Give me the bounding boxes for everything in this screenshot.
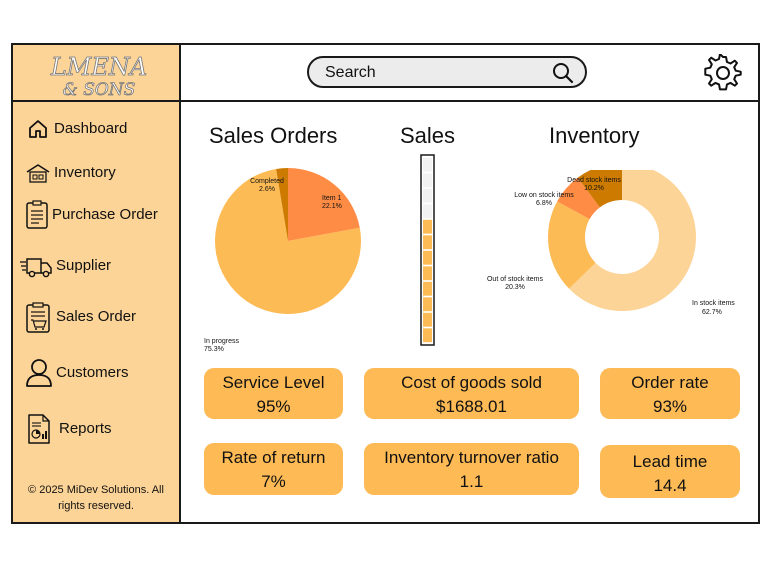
sales-bar-segments (420, 154, 435, 346)
sidebar-item-label: Inventory (54, 164, 116, 181)
donut-label-in-stock-value: 62.7% (702, 309, 722, 316)
pie-label-completed-value: 2.6% (259, 186, 275, 193)
kpi-value: 1.1 (459, 472, 484, 491)
sales-bar-segment-filled (423, 281, 432, 296)
brand-logo-mark: LMENA & SONS (49, 53, 147, 101)
brand-line1: LMENA (50, 53, 147, 81)
kpi-label: Inventory turnover ratio (384, 448, 559, 467)
kpi-label: Cost of goods sold (401, 373, 542, 392)
clipboard-list-icon (26, 200, 48, 229)
sales-orders-pie-chart: Completed 2.6% Item 1 22.1% In progress … (204, 168, 361, 353)
sidebar-item-label: Sales Order (56, 308, 137, 325)
sidebar-item-dashboard[interactable]: Dashboard (13, 116, 179, 146)
donut-label-dead-stock-value: 10.2% (584, 185, 604, 192)
kpi-card-cost-of-goods-sold: Cost of goods sold $1688.01 (364, 368, 579, 419)
sales-bar-segment-filled (423, 235, 432, 250)
kpi-value: $1688.01 (436, 397, 507, 416)
sales-bar-segment-empty (423, 204, 432, 219)
kpi-value: 7% (261, 472, 286, 491)
pie-slices (215, 168, 361, 314)
clipboard-cart-icon (26, 302, 50, 333)
donut-label-low-stock-value: 6.8% (536, 200, 552, 207)
kpi-card-order-rate: Order rate 93% (600, 368, 740, 419)
inventory-title: Inventory (549, 123, 640, 148)
donut-label-dead-stock-name: Dead stock items (567, 177, 621, 184)
sales-title: Sales (400, 123, 456, 148)
sales-bar-segment-filled (423, 328, 432, 343)
settings-gear-icon[interactable] (704, 54, 742, 92)
sidebar-item-label: Customers (56, 364, 129, 381)
donut-slice-in-stock-items (569, 170, 696, 311)
search-bar[interactable] (307, 56, 587, 88)
delivery-truck-icon (20, 258, 52, 278)
donut-label-in-stock-name: In stock items (692, 300, 735, 307)
pie-label-completed-name: Completed (250, 178, 284, 185)
donut-label-low-stock-name: Low on stock items (514, 192, 574, 199)
sales-bar-segment-empty (423, 173, 432, 188)
sidebar-item-inventory[interactable]: Inventory (13, 160, 179, 190)
sales-bar-segment-filled (423, 266, 432, 281)
kpi-card-rate-of-return: Rate of return 7% (204, 443, 343, 495)
top-header (181, 45, 758, 102)
copyright-text: © 2025 MiDev Solutions. All rights reser… (21, 482, 171, 514)
home-icon (29, 120, 47, 138)
kpi-value: 95% (256, 397, 291, 416)
kpi-label: Lead time (632, 452, 708, 471)
pie-label-in-progress-value: 75.3% (204, 346, 224, 353)
brand-line2: & SONS (63, 80, 136, 100)
donut-slice-dead-stock-items (577, 170, 622, 208)
sales-bar-segment-filled (423, 312, 432, 327)
sidebar-item-reports[interactable]: Reports (13, 414, 179, 446)
copyright-line: © 2025 MiDev Solutions. All (28, 484, 164, 496)
pie-slice-completed (276, 168, 288, 241)
donut-slice-low-on-stock-items (557, 177, 600, 220)
user-icon (26, 359, 52, 387)
pie-slice-in-progress (215, 168, 361, 314)
sales-bar-segment-filled (423, 250, 432, 265)
sidebar: Dashboard Inventory Purchase Order (13, 102, 181, 522)
donut-label-out-of-stock-value: 20.3% (505, 284, 525, 291)
kpi-card-inventory-turnover-ratio: Inventory turnover ratio 1.1 (364, 443, 579, 495)
sales-progress-bar (420, 154, 435, 346)
app-frame: LMENA & SONS Dashboard (11, 43, 760, 524)
sidebar-item-label: Reports (59, 420, 112, 437)
search-input[interactable] (325, 63, 545, 83)
kpi-label: Order rate (631, 373, 709, 392)
kpi-value: 14.4 (653, 476, 687, 495)
sales-bar-segment-empty (423, 157, 432, 172)
donut-slice-out-of-stock-items (548, 201, 596, 289)
brand-logo[interactable]: LMENA & SONS (13, 45, 181, 102)
donut-label-out-of-stock-name: Out of stock items (487, 276, 544, 283)
search-icon[interactable] (552, 62, 574, 84)
pie-slice-item-1 (288, 168, 360, 241)
pie-label-item1-name: Item 1 (322, 195, 342, 202)
sidebar-item-label: Purchase Order (52, 206, 158, 223)
sales-orders-title: Sales Orders (209, 123, 338, 148)
sales-bar-segment-filled (423, 297, 432, 312)
copyright-line: rights reserved. (58, 500, 134, 512)
sidebar-item-label: Dashboard (54, 120, 128, 137)
donut-slices (548, 170, 696, 311)
kpi-label: Rate of return (221, 448, 326, 467)
sidebar-item-sales-order[interactable]: Sales Order (13, 302, 179, 334)
sidebar-item-supplier[interactable]: Supplier (13, 253, 179, 283)
kpi-value: 93% (652, 397, 688, 416)
sidebar-item-purchase-order[interactable]: Purchase Order (13, 200, 179, 232)
warehouse-icon (26, 164, 50, 183)
pie-label-in-progress-name: In progress (204, 338, 240, 345)
sidebar-item-label: Supplier (56, 257, 112, 274)
report-document-icon (28, 414, 50, 444)
sales-bar-segment-empty (423, 188, 432, 203)
sales-bar-segment-filled (423, 219, 432, 234)
sidebar-item-customers[interactable]: Customers (13, 359, 179, 390)
kpi-label: Service Level (222, 373, 325, 392)
inventory-donut-chart: Dead stock items 10.2% Low on stock item… (487, 170, 735, 316)
pie-label-item1-value: 22.1% (322, 203, 342, 210)
kpi-card-service-level: Service Level 95% (204, 368, 343, 419)
kpi-card-lead-time: Lead time 14.4 (600, 445, 740, 498)
